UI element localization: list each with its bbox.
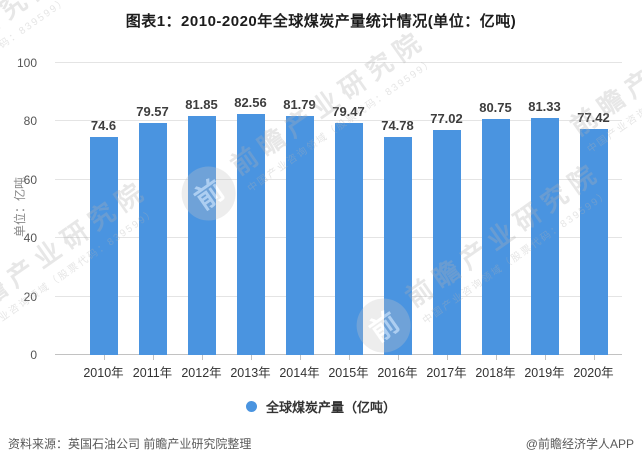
y-tick-label: 80 xyxy=(23,114,37,129)
bar xyxy=(138,122,167,355)
x-tick-label: 2014年 xyxy=(279,366,320,380)
plot-area: 74.6 2010年 79.57 2011年 81.85 2012年 82.56 2013年 8… xyxy=(55,62,622,380)
value-label: 80.75 xyxy=(479,100,512,116)
x-axis-tick xyxy=(152,355,154,360)
bar xyxy=(481,119,510,355)
bar xyxy=(187,116,216,355)
gridline xyxy=(55,120,622,122)
bar xyxy=(285,116,314,355)
x-axis-tick xyxy=(593,355,595,360)
bar-slot: 81.79 2014年 xyxy=(275,63,324,380)
bar xyxy=(89,137,118,355)
y-tick-label: 40 xyxy=(23,231,37,246)
footer: 资料来源：英国石油公司 前瞻产业研究院整理 @前瞻经济学人APP xyxy=(8,435,634,452)
y-tick-label: 20 xyxy=(23,289,37,304)
value-label: 74.6 xyxy=(90,118,117,134)
bar-slot: 77.02 2017年 xyxy=(422,63,471,380)
bar xyxy=(334,122,363,355)
x-axis-tick xyxy=(397,355,399,360)
chart-title: 图表1：2010-2020年全球煤炭产量统计情况(单位：亿吨) xyxy=(125,13,517,30)
x-tick-label: 2019年 xyxy=(524,366,565,380)
y-tick-label: 60 xyxy=(23,172,37,187)
x-axis-tick xyxy=(495,355,497,360)
x-tick-label: 2013年 xyxy=(230,366,271,380)
bar-slot: 79.57 2011年 xyxy=(128,63,177,380)
credit-note: @前瞻经济学人APP xyxy=(525,437,634,451)
bar-slot: 81.85 2012年 xyxy=(177,63,226,380)
x-axis-tick xyxy=(299,355,301,360)
x-tick-label: 2012年 xyxy=(181,366,222,380)
value-label: 81.85 xyxy=(185,97,218,112)
value-label: 77.02 xyxy=(430,111,463,127)
x-axis-tick xyxy=(103,355,105,360)
gridline xyxy=(55,62,622,63)
bar xyxy=(236,113,265,355)
x-tick-label: 2011年 xyxy=(132,366,173,380)
x-axis-tick xyxy=(201,355,203,360)
bar-slot: 74.6 2010年 xyxy=(79,63,128,380)
x-axis-tick xyxy=(446,355,448,360)
legend-label: 全球煤炭产量（亿吨） xyxy=(265,400,396,415)
value-label: 77.42 xyxy=(577,109,610,125)
x-tick-label: 2010年 xyxy=(83,366,124,380)
bar-slot: 81.33 2019年 xyxy=(520,63,569,380)
value-label: 79.47 xyxy=(332,103,365,119)
bars-container: 74.6 2010年 79.57 2011年 81.85 2012年 82.56 2013年 8… xyxy=(79,63,618,380)
bar xyxy=(579,128,608,355)
x-tick-label: 2017年 xyxy=(426,366,467,380)
x-axis-tick xyxy=(544,355,546,360)
value-label: 74.78 xyxy=(381,117,414,133)
x-axis-tick xyxy=(250,355,252,360)
bar-slot: 80.75 2018年 xyxy=(471,63,520,380)
y-axis-tick-labels: 0 20 40 60 80 100 xyxy=(0,56,45,362)
bar-slot: 77.42 2020年 xyxy=(569,63,618,380)
x-tick-label: 2018年 xyxy=(475,366,516,380)
value-label: 81.79 xyxy=(283,97,316,113)
bar xyxy=(530,117,559,355)
source-note: 资料来源：英国石油公司 前瞻产业研究院整理 xyxy=(8,437,252,451)
y-tick-label: 0 xyxy=(30,348,37,362)
legend-marker-icon xyxy=(245,401,257,412)
bar xyxy=(383,136,412,355)
bar xyxy=(432,130,461,355)
bar-slot: 82.56 2013年 xyxy=(226,63,275,380)
x-tick-label: 2020年 xyxy=(573,366,614,380)
value-label: 79.57 xyxy=(136,103,169,119)
x-axis-tick xyxy=(348,355,350,360)
bar-slot: 79.47 2015年 xyxy=(324,63,373,380)
y-tick-label: 100 xyxy=(16,56,37,70)
bar-slot: 74.78 2016年 xyxy=(373,63,422,380)
x-tick-label: 2016年 xyxy=(377,366,418,380)
value-label: 82.56 xyxy=(234,94,267,110)
legend[interactable]: 全球煤炭产量（亿吨） xyxy=(0,397,642,416)
value-label: 81.33 xyxy=(528,98,561,114)
x-tick-label: 2015年 xyxy=(328,366,369,380)
